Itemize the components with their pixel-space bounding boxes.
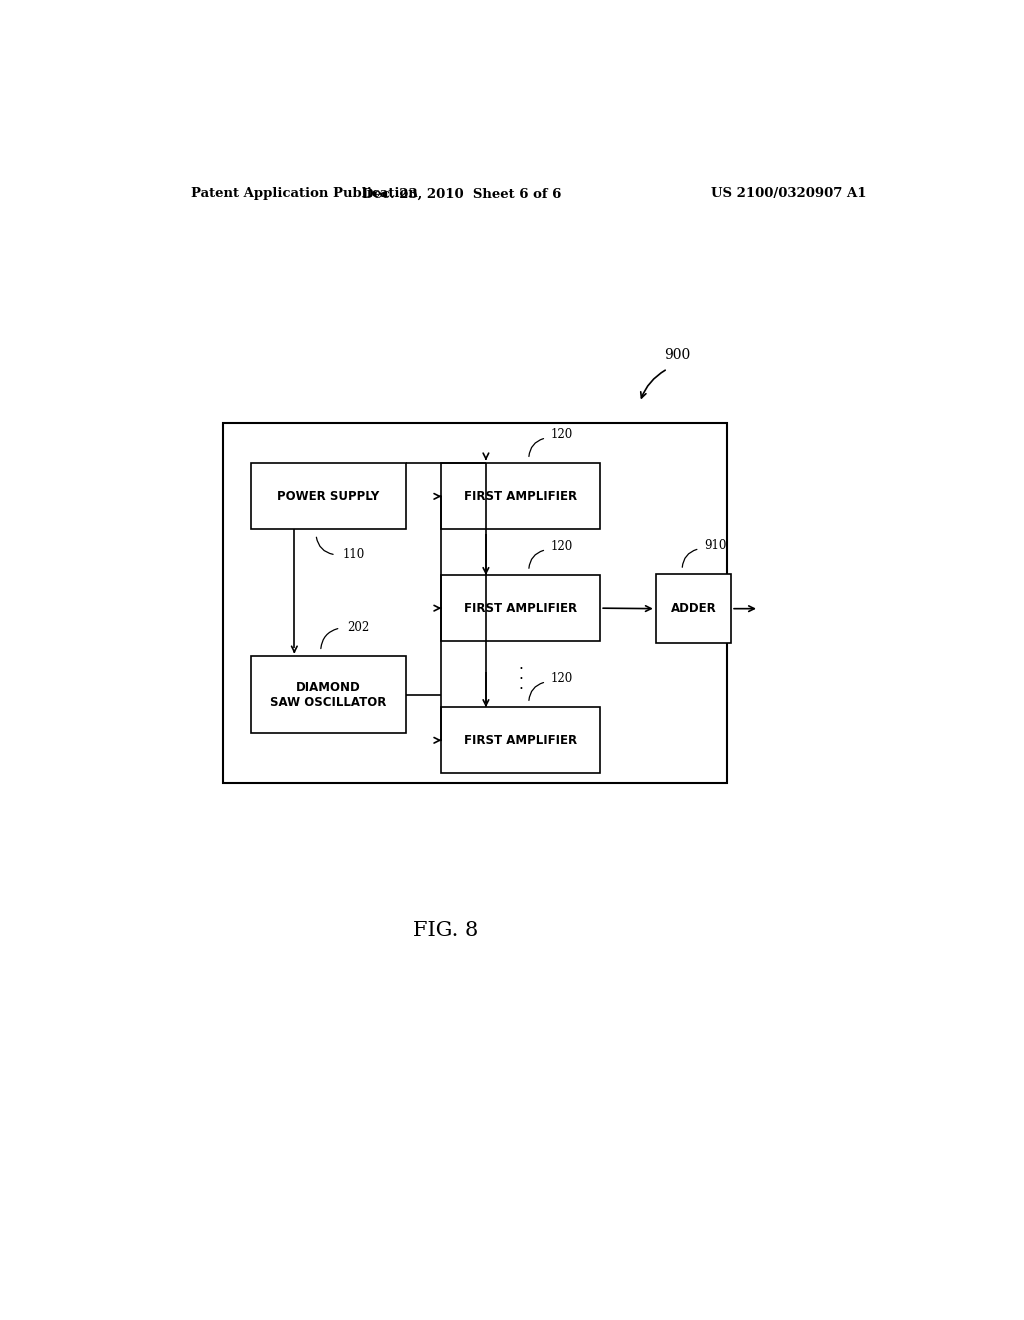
Text: FIRST AMPLIFIER: FIRST AMPLIFIER — [464, 602, 578, 615]
Text: 120: 120 — [551, 672, 573, 685]
Text: 120: 120 — [551, 540, 573, 553]
Text: 910: 910 — [705, 539, 727, 552]
Text: FIG. 8: FIG. 8 — [413, 921, 478, 940]
Text: .: . — [518, 667, 523, 681]
Bar — [441, 463, 600, 529]
Text: .: . — [518, 677, 523, 692]
Text: 110: 110 — [342, 548, 365, 561]
Text: FIRST AMPLIFIER: FIRST AMPLIFIER — [464, 734, 578, 747]
Text: 900: 900 — [664, 347, 690, 362]
Bar — [655, 574, 731, 643]
Text: FIRST AMPLIFIER: FIRST AMPLIFIER — [464, 490, 578, 503]
Text: Patent Application Publication: Patent Application Publication — [191, 187, 418, 201]
Text: 120: 120 — [551, 429, 573, 441]
Bar — [251, 463, 406, 529]
Text: 202: 202 — [347, 622, 369, 635]
Text: ADDER: ADDER — [671, 602, 717, 615]
Bar — [441, 576, 600, 642]
Text: Dec. 23, 2010  Sheet 6 of 6: Dec. 23, 2010 Sheet 6 of 6 — [361, 187, 561, 201]
Text: .: . — [518, 656, 523, 672]
Text: POWER SUPPLY: POWER SUPPLY — [278, 490, 380, 503]
Bar — [223, 422, 727, 784]
Bar — [441, 708, 600, 774]
Bar — [251, 656, 406, 733]
Text: US 2100/0320907 A1: US 2100/0320907 A1 — [711, 187, 866, 201]
Text: DIAMOND
SAW OSCILLATOR: DIAMOND SAW OSCILLATOR — [270, 681, 387, 709]
